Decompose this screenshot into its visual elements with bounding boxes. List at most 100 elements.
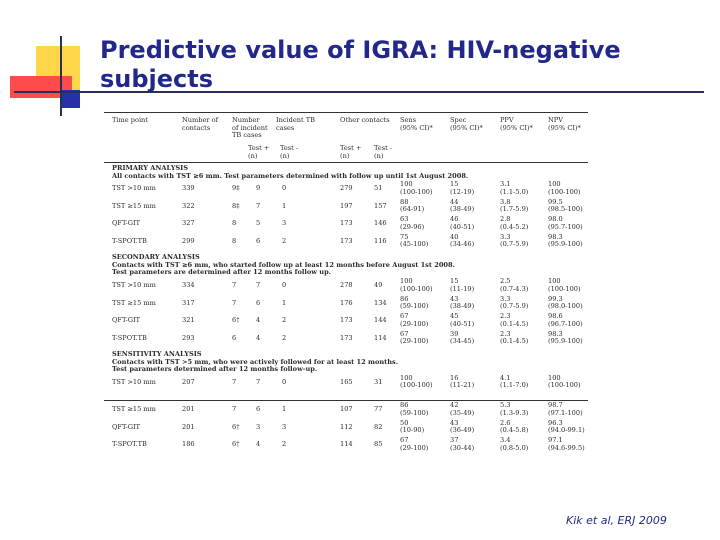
stat-sens: 88 (64-91) bbox=[400, 197, 425, 214]
table-cell: 173 bbox=[340, 236, 353, 245]
stat-spec: 39 (34-45) bbox=[450, 329, 475, 346]
stat-spec: 43 (36-49) bbox=[450, 418, 475, 435]
table-cell: 51 bbox=[374, 184, 383, 193]
results-table: Time point Number of contacts Number of in… bbox=[104, 112, 590, 504]
stat-ppv: 3.8 (1.7-5.9) bbox=[500, 197, 529, 214]
stat-ppv: 2.3 (0.1-4.5) bbox=[500, 329, 529, 346]
table-cell: 8 bbox=[232, 219, 237, 228]
table-cell: 134 bbox=[374, 298, 387, 307]
table-cell: 197 bbox=[340, 201, 353, 210]
table-cell: 6† bbox=[232, 316, 240, 324]
decor-vertical-line bbox=[60, 36, 62, 116]
stat-sens: 86 (59-100) bbox=[400, 294, 429, 311]
table-cell: 279 bbox=[340, 184, 353, 193]
stat-npv: 98.3 (95.9-100) bbox=[548, 232, 583, 249]
stat-spec: 15 (11-19) bbox=[450, 277, 475, 293]
table-cell: 293 bbox=[182, 333, 195, 342]
table-row: T-SPOT.TB 293 6 4 2 173 114 67 (29-100) 39 (34-45)… bbox=[112, 329, 588, 355]
stat-sens: 67 (29-100) bbox=[400, 329, 429, 346]
table-cell: 7 bbox=[232, 405, 237, 414]
table-row: QFT-GIT 327 8 5 3 173 146 63 (29-96) 46 (40-51) 2.8… bbox=[112, 216, 588, 240]
stat-ppv: 5.3 (1.3-9.3) bbox=[500, 401, 529, 417]
table-cell: 3 bbox=[256, 422, 261, 431]
table-row: TST ≥15 mm 322 8‡ 7 1 197 157 88 (64-91) 44 (38-49… bbox=[112, 197, 588, 223]
stat-npv: 100 (100-100) bbox=[548, 373, 581, 390]
stat-npv: 99.3 (98.0-100) bbox=[548, 294, 583, 311]
table-cell: 173 bbox=[340, 333, 353, 342]
table-cell: 7 bbox=[232, 377, 237, 386]
header-incident-cases: Number of incident TB cases bbox=[232, 116, 268, 140]
stat-sens: 100 (100-100) bbox=[400, 277, 433, 293]
table-cell: 322 bbox=[182, 201, 195, 210]
table-cell: 173 bbox=[340, 219, 353, 228]
table-cell: 1 bbox=[282, 298, 287, 307]
table-cell: 317 bbox=[182, 298, 195, 307]
stat-ppv: 4.1 (1.1-7.0) bbox=[500, 373, 529, 390]
row-label: QFT-GIT bbox=[112, 422, 141, 431]
table-cell: 4 bbox=[256, 316, 261, 324]
table-row: QFT-GIT 321 6† 4 2 173 144 67 (29-100) 45 (40-51) 2… bbox=[112, 312, 588, 337]
stat-spec: 40 (34-46) bbox=[450, 232, 475, 249]
stat-sens: 86 (59-100) bbox=[400, 401, 429, 417]
table-cell: 7 bbox=[232, 281, 237, 289]
decor-blue-square bbox=[60, 90, 80, 108]
table-cell: 7 bbox=[232, 298, 237, 307]
row-label: TST >10 mm bbox=[112, 184, 156, 193]
table-cell: 144 bbox=[374, 316, 387, 324]
row-label: T-SPOT.TB bbox=[112, 236, 147, 245]
header-sens: Sens (95% CI)* bbox=[400, 116, 433, 132]
table-row: TST >10 mm 207 7 7 0 165 31 100 (100-100) 16 (11-2… bbox=[112, 373, 588, 399]
table-cell: 4 bbox=[256, 333, 261, 342]
table-cell: 165 bbox=[340, 377, 353, 386]
table-row: T-SPOT.TB 299 8 6 2 173 116 75 (45-100) 40 (34-46)… bbox=[112, 232, 588, 258]
stat-npv: 97.1 (94.6-99.5) bbox=[548, 436, 585, 452]
table-cell: 6 bbox=[256, 405, 261, 414]
header-incident-tb: Incident TB cases bbox=[276, 116, 316, 132]
stat-sens: 100 (100-100) bbox=[400, 180, 433, 196]
row-label: TST >10 mm bbox=[112, 281, 156, 289]
table-cell: 8‡ bbox=[232, 201, 240, 210]
stat-ppv: 3.3 (0.7-5.9) bbox=[500, 294, 529, 311]
stat-spec: 44 (38-49) bbox=[450, 197, 475, 214]
table-cell: 6 bbox=[256, 298, 261, 307]
table-cell: 6† bbox=[232, 440, 240, 449]
table-cell: 299 bbox=[182, 236, 195, 245]
table-row: QFT-GIT 201 6† 3 3 112 82 50 (10-90) 43 (36-49) 2.6… bbox=[104, 418, 588, 444]
row-label: QFT-GIT bbox=[112, 316, 141, 324]
table-cell: 176 bbox=[340, 298, 353, 307]
table-cell: 278 bbox=[340, 281, 353, 289]
stat-sens: 67 (29-100) bbox=[400, 436, 429, 452]
table-cell: 107 bbox=[340, 405, 353, 414]
stat-ppv: 2.8 (0.4-5.2) bbox=[500, 215, 529, 231]
section-heading: SECONDARY ANALYSIS Contacts with TST ≥6 m… bbox=[112, 253, 455, 277]
citation: Kik et al, ERJ 2009 bbox=[566, 514, 667, 527]
stat-sens: 75 (45-100) bbox=[400, 232, 429, 249]
table-cell: 2 bbox=[282, 316, 287, 324]
table-cell: 49 bbox=[374, 281, 383, 289]
stat-ppv: 2.5 (0.7-4.3) bbox=[500, 277, 529, 293]
row-label: T-SPOT.TB bbox=[112, 333, 147, 342]
table-cell: 8 bbox=[232, 236, 237, 245]
table-cell: 339 bbox=[182, 184, 195, 193]
table-cell: 6 bbox=[256, 236, 261, 245]
table-cell: 5 bbox=[256, 219, 261, 228]
table-cell: 3 bbox=[282, 422, 287, 431]
table-cell: 82 bbox=[374, 422, 383, 431]
stat-npv: 99.5 (98.5-100) bbox=[548, 197, 583, 214]
stat-sens: 50 (10-90) bbox=[400, 418, 425, 435]
row-label: TST ≥15 mm bbox=[112, 405, 156, 414]
table-row: TST >10 mm 334 7 7 0 278 49 100 (100-100) 15 (11-1… bbox=[112, 277, 588, 302]
section-heading: PRIMARY ANALYSIS All contacts with TST ≥6… bbox=[112, 164, 469, 180]
table-cell: 112 bbox=[340, 422, 353, 431]
row-label: TST >10 mm bbox=[112, 377, 156, 386]
stat-spec: 45 (40-51) bbox=[450, 312, 475, 328]
table-cell: 201 bbox=[182, 405, 195, 414]
table-cell: 2 bbox=[282, 236, 287, 245]
subheader-incident-neg: Test - (n) bbox=[280, 144, 299, 160]
header-npv: NPV (95% CI)* bbox=[548, 116, 581, 132]
table-cell: 1 bbox=[282, 201, 287, 210]
stat-spec: 15 (12-19) bbox=[450, 180, 475, 196]
stat-sens: 67 (29-100) bbox=[400, 312, 429, 328]
header-other-contacts: Other contacts bbox=[340, 116, 390, 124]
stat-ppv: 3.3 (0.7-5.9) bbox=[500, 232, 529, 249]
